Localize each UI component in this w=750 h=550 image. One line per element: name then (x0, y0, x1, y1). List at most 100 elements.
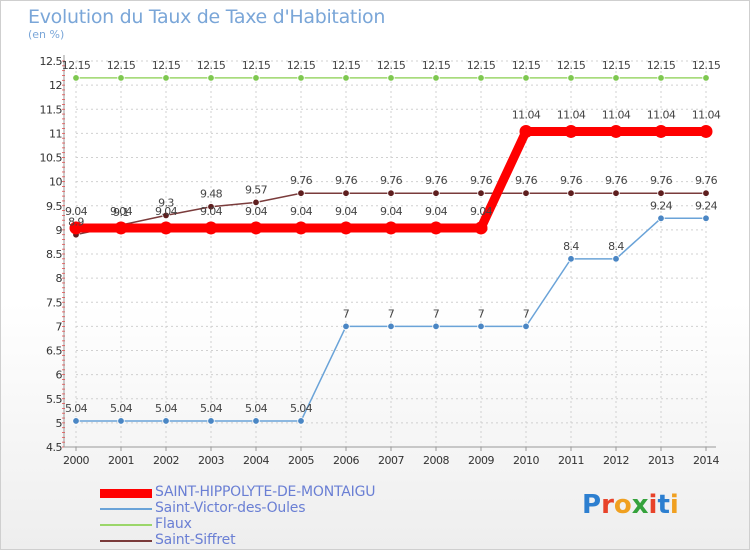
y-tick-label: 5 (56, 417, 63, 430)
data-label: 7 (388, 307, 395, 320)
x-tick-label: 2012 (603, 454, 629, 467)
data-point (477, 74, 485, 82)
data-point (522, 189, 530, 197)
data-point (162, 74, 170, 82)
data-point (387, 189, 395, 197)
data-point (252, 198, 260, 207)
data-label: 11.04 (512, 108, 541, 121)
proxiti-logo: Proxiti (582, 490, 679, 520)
data-point (294, 221, 308, 235)
data-point (114, 221, 128, 235)
data-point (387, 74, 395, 82)
data-label: 12.15 (557, 59, 586, 72)
data-point (474, 221, 488, 235)
x-tick-label: 2007 (378, 454, 404, 467)
data-point (249, 221, 263, 235)
data-point (342, 322, 350, 331)
data-point (432, 189, 440, 197)
data-point (387, 322, 395, 331)
y-tick-label: 8.5 (46, 248, 62, 261)
data-point (654, 124, 668, 138)
data-point (702, 74, 710, 82)
data-point (207, 74, 215, 82)
x-tick-label: 2009 (468, 454, 494, 467)
y-tick-label: 11.5 (40, 103, 63, 116)
data-point (477, 322, 485, 331)
data-label: 7 (433, 307, 440, 320)
data-label: 12.15 (152, 59, 181, 72)
y-tick-label: 4.5 (46, 441, 62, 454)
data-point (207, 203, 215, 211)
legend-label: Saint-Victor-des-Oules (155, 500, 306, 516)
x-tick-label: 2001 (108, 454, 134, 467)
x-tick-label: 2005 (288, 454, 314, 467)
data-label: 5.04 (290, 402, 313, 415)
y-tick-label: 12.5 (40, 55, 63, 68)
data-label: 9.04 (290, 205, 313, 218)
data-point (612, 189, 620, 197)
data-point (252, 74, 260, 82)
data-point (69, 221, 83, 235)
data-point (339, 221, 353, 235)
data-label: 8.9 (68, 216, 84, 229)
x-tick-label: 2013 (648, 454, 674, 467)
data-point (567, 74, 575, 82)
data-label: 9.76 (650, 174, 673, 187)
legend-label: SAINT-HIPPOLYTE-DE-MONTAIGU (155, 484, 376, 500)
x-tick-label: 2004 (243, 454, 269, 467)
x-tick-label: 2002 (153, 454, 179, 467)
legend-label: Saint-Siffret (155, 532, 236, 548)
data-label: 9.04 (155, 205, 178, 218)
data-point (117, 417, 125, 425)
data-label: 9.04 (200, 205, 223, 218)
data-label: 12.15 (377, 59, 406, 72)
data-label: 9.57 (245, 183, 268, 196)
data-point (432, 74, 440, 82)
legend-swatch (100, 540, 152, 542)
data-label: 9.76 (380, 174, 403, 187)
data-point (612, 255, 620, 263)
data-label: 5.04 (155, 402, 178, 415)
data-label: 9.48 (200, 188, 223, 201)
data-label: 5.04 (245, 402, 268, 415)
legend-swatch (100, 508, 152, 510)
data-point (207, 417, 215, 425)
y-tick-label: 10 (49, 176, 62, 189)
x-tick-label: 2011 (558, 454, 584, 467)
data-label: 9.24 (650, 199, 673, 212)
y-tick-label: 6.5 (46, 345, 62, 358)
data-label: 8.4 (608, 240, 624, 253)
data-point (657, 214, 665, 222)
data-label: 11.04 (692, 108, 721, 121)
data-point (564, 124, 578, 138)
data-label: 12.15 (602, 59, 631, 72)
data-label: 5.04 (110, 402, 133, 415)
data-label: 7 (343, 307, 350, 320)
x-tick-label: 2003 (198, 454, 224, 467)
data-point (297, 417, 305, 425)
data-point (699, 124, 713, 138)
data-label: 9.1 (113, 206, 129, 219)
data-point (522, 322, 530, 331)
data-point (72, 417, 80, 425)
data-label: 12.15 (422, 59, 451, 72)
data-point (72, 74, 80, 82)
x-tick-label: 2008 (423, 454, 449, 467)
data-point (384, 221, 398, 235)
y-tick-label: 8 (56, 272, 63, 285)
data-point (297, 189, 305, 197)
data-point (567, 255, 575, 263)
y-tick-label: 12 (49, 79, 62, 92)
y-tick-label: 11 (49, 127, 62, 140)
data-label: 9.76 (605, 174, 628, 187)
data-point (567, 189, 575, 197)
y-tick-label: 5.5 (46, 393, 62, 406)
data-point (162, 211, 170, 220)
data-label: 9.76 (515, 174, 538, 187)
y-tick-label: 7 (56, 320, 63, 333)
data-label: 12.15 (332, 59, 361, 72)
data-point (204, 221, 218, 235)
data-label: 8.4 (563, 240, 579, 253)
